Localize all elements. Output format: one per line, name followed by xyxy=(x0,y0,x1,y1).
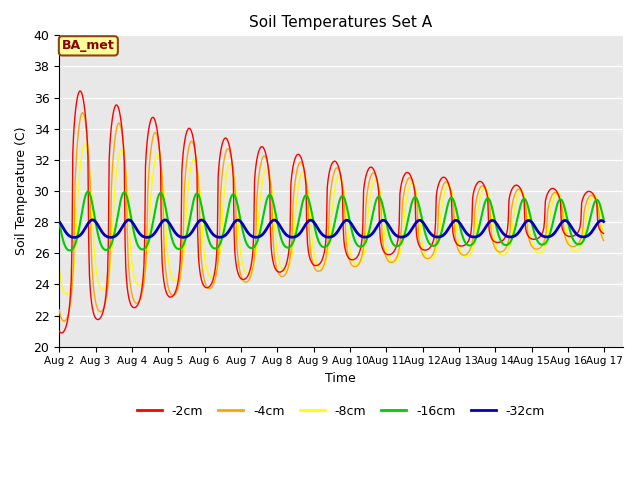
-4cm xyxy=(79,110,86,116)
-16cm xyxy=(399,237,407,242)
-16cm xyxy=(84,189,92,194)
-8cm xyxy=(55,264,63,270)
-16cm xyxy=(600,216,607,222)
-2cm xyxy=(207,282,214,288)
-2cm xyxy=(77,88,84,94)
-2cm xyxy=(600,230,607,236)
-8cm xyxy=(600,234,607,240)
-32cm xyxy=(55,219,63,225)
-32cm xyxy=(70,235,78,240)
-32cm xyxy=(207,228,214,234)
-32cm xyxy=(178,234,186,240)
-8cm xyxy=(207,274,214,280)
-8cm xyxy=(123,175,131,181)
-16cm xyxy=(65,248,73,253)
-2cm xyxy=(66,300,74,306)
-16cm xyxy=(55,218,63,224)
Y-axis label: Soil Temperature (C): Soil Temperature (C) xyxy=(15,127,28,255)
-32cm xyxy=(123,218,131,224)
-32cm xyxy=(399,234,407,240)
-4cm xyxy=(178,260,186,266)
-8cm xyxy=(415,206,422,212)
-16cm xyxy=(207,242,214,248)
-16cm xyxy=(66,248,74,253)
-32cm xyxy=(600,219,607,225)
-4cm xyxy=(415,235,422,240)
-2cm xyxy=(55,328,63,334)
-2cm xyxy=(415,242,422,248)
-2cm xyxy=(58,330,65,336)
Legend: -2cm, -4cm, -8cm, -16cm, -32cm: -2cm, -4cm, -8cm, -16cm, -32cm xyxy=(132,400,550,423)
-16cm xyxy=(415,202,422,208)
-8cm xyxy=(66,288,74,294)
-8cm xyxy=(63,291,70,297)
-4cm xyxy=(123,187,131,192)
Line: -4cm: -4cm xyxy=(59,113,604,321)
-4cm xyxy=(207,285,214,291)
-16cm xyxy=(178,244,186,250)
Line: -16cm: -16cm xyxy=(59,192,604,251)
-4cm xyxy=(55,307,63,312)
-2cm xyxy=(399,175,407,181)
-32cm xyxy=(88,217,96,223)
-2cm xyxy=(123,277,131,283)
-8cm xyxy=(399,234,407,240)
Title: Soil Temperatures Set A: Soil Temperatures Set A xyxy=(250,15,433,30)
Line: -2cm: -2cm xyxy=(59,91,604,333)
Text: BA_met: BA_met xyxy=(62,39,115,52)
Line: -32cm: -32cm xyxy=(59,220,604,238)
-32cm xyxy=(65,233,73,239)
X-axis label: Time: Time xyxy=(326,372,356,385)
-4cm xyxy=(399,197,407,203)
-16cm xyxy=(123,193,131,199)
-2cm xyxy=(178,169,186,175)
-4cm xyxy=(60,318,68,324)
-8cm xyxy=(178,265,186,271)
-32cm xyxy=(415,217,422,223)
-8cm xyxy=(81,141,89,147)
Line: -8cm: -8cm xyxy=(59,144,604,294)
-4cm xyxy=(600,238,607,243)
-4cm xyxy=(66,304,74,310)
